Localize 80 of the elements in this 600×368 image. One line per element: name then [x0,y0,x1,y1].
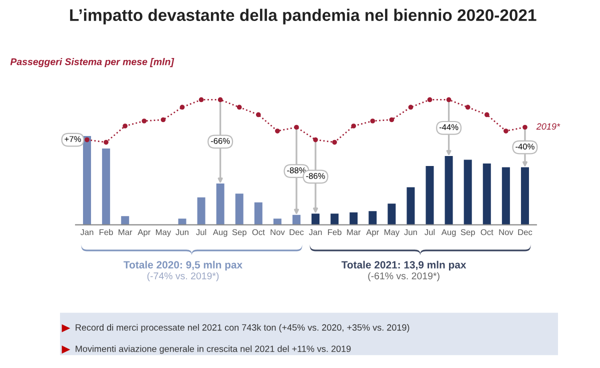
x-tick-label: Nov [270,229,285,236]
point [370,118,376,124]
bar [273,218,282,225]
text: Movimenti aviazione generale in crescita nel 2021 del +11% vs. 2019 [76,345,351,354]
bar [235,194,244,225]
bar [102,148,110,225]
point [294,124,299,130]
bar [350,212,358,225]
bar [406,187,415,225]
point [408,104,414,110]
annotation: -66% [210,138,230,144]
point [180,104,185,110]
bar [426,166,434,225]
bar [482,164,491,225]
x-tick-label: Mar [347,229,361,236]
x-tick-label: Apr [138,229,150,237]
x-tick-label: Aug [212,229,228,237]
point [160,117,166,122]
x-tick-label: Jan [80,229,94,236]
annotation: -44% [439,124,458,130]
text: Totale 2020: 9,5 mln pax [124,260,242,271]
x-tick-label: Dec [290,229,304,236]
x-tick-label: Mar [118,229,132,236]
text: (-61% vs. 2019*) [368,272,440,282]
bar [502,167,510,225]
point [484,112,490,118]
point [218,97,223,102]
x-tick-label: Jun [404,229,417,236]
point [389,117,394,122]
x-tick-label: Jul [424,229,435,236]
point [465,104,470,110]
point [504,128,508,134]
bar [178,218,186,225]
bar [121,216,130,225]
annotation: -88% [287,167,306,174]
bar [368,211,377,225]
point [122,124,128,128]
x-tick-label: Nov [499,229,514,236]
x-tick-label: May [156,229,172,237]
point [332,140,337,145]
x-tick-label: Oct [252,229,265,236]
x-tick-label: Jan [308,229,322,236]
x-tick-label: May [384,229,400,237]
x-tick-label: Aug [441,229,456,237]
x-tick-label: Feb [100,229,113,236]
text: (-74% vs. 2019*) [147,272,219,282]
point [351,124,356,128]
text: Record di merci processate nel 2021 con 743k ton (+45% vs. 2020, +35% vs. 2019) [76,324,410,332]
point [198,97,204,102]
annotation: -86% [306,173,325,179]
bar [330,214,339,225]
annotation: -40% [516,144,534,150]
x-tick-label: Jul [196,229,206,236]
x-tick-label: Sep [460,229,475,237]
bar [83,136,92,225]
point [275,128,280,134]
x-tick-label: Jun [176,229,188,236]
point [142,118,147,124]
point [446,97,452,102]
x-tick-label: Apr [366,229,379,237]
annotation: +7% [64,136,81,142]
x-tick-label: Dec [518,229,532,236]
point [427,97,432,102]
chart-subtitle: Passeggeri Sistema per mese [mln] [10,58,174,68]
point [313,137,318,142]
x-tick-label: Oct [480,229,494,236]
point [104,140,108,145]
bar [388,204,396,225]
x-tick-label: Feb [328,229,342,236]
chart-title: L’impatto devastante della pandemia nel biennio 2020-2021 [70,8,536,24]
point [84,137,90,142]
point [236,104,242,110]
bar [254,202,262,225]
x-tick-label: Sep [232,229,246,237]
bar [197,197,206,225]
text: Totale 2021: 13,9 mln pax [341,260,466,271]
point [522,124,528,130]
point [256,112,261,118]
series-label: 2019* [536,123,560,130]
bar [464,160,472,225]
